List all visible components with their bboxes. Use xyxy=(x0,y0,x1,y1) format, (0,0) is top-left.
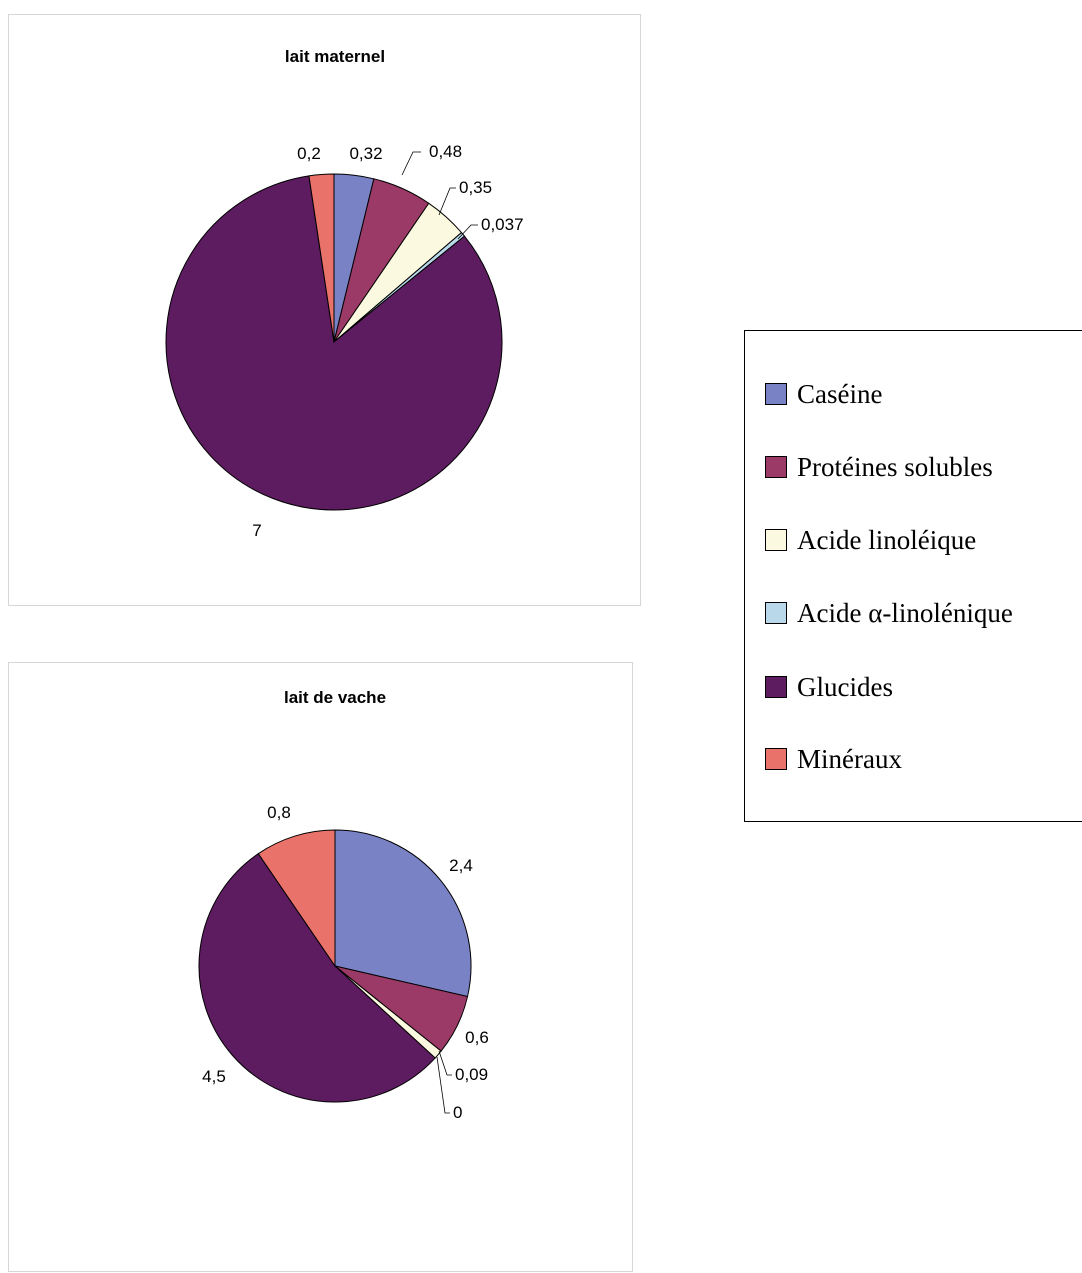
legend-item-glucides: Glucides xyxy=(765,672,893,702)
legend: Caséine Protéines solubles Acide linoléi… xyxy=(744,330,1082,822)
legend-swatch xyxy=(765,456,787,478)
leader-line xyxy=(457,224,478,240)
legend-label: Glucides xyxy=(797,671,893,702)
data-label-glucides: 7 xyxy=(252,521,261,540)
legend-item-proteines-solubles: Protéines solubles xyxy=(765,452,993,482)
pie-chart-lait-maternel: lait maternel 0,32 0,48 0,35 0,037 7 0,2 xyxy=(165,47,524,540)
legend-label: Caséine xyxy=(797,378,883,409)
legend-swatch xyxy=(765,529,787,551)
data-label-glucides: 4,5 xyxy=(202,1067,226,1086)
pie-chart-lait-de-vache: lait de vache 2,4 0,6 0,09 0 4,5 0,8 xyxy=(198,688,489,1122)
chart-lait-de-vache: lait de vache 2,4 0,6 0,09 0 4,5 0,8 xyxy=(8,662,633,1272)
data-labels: 0,32 0,48 0,35 0,037 7 0,2 xyxy=(252,142,523,540)
chart-lait-maternel: lait maternel 0,32 0,48 0,35 0,037 7 0,2 xyxy=(8,14,641,606)
pie-slice-mineraux xyxy=(308,173,335,343)
pie-slice-glucides xyxy=(198,852,436,1103)
legend-label: Protéines solubles xyxy=(797,451,993,482)
pie-slice-glucides xyxy=(165,175,503,511)
data-label-caseine: 0,32 xyxy=(349,144,382,163)
legend-swatch xyxy=(765,383,787,405)
data-label-acide-linoleique: 0,35 xyxy=(459,178,492,197)
leader-line xyxy=(438,187,456,216)
data-label-caseine: 2,4 xyxy=(449,856,473,875)
data-labels: 2,4 0,6 0,09 0 4,5 0,8 xyxy=(202,803,489,1122)
pie-slice-caseine xyxy=(334,829,472,998)
legend-swatch xyxy=(765,676,787,698)
pie-slice-mineraux xyxy=(257,829,336,968)
legend-label: Acide linoléique xyxy=(797,524,977,555)
leader-line xyxy=(436,1056,450,1114)
data-label-acide-alpha-linolenique: 0 xyxy=(453,1103,462,1122)
data-label-proteines-solubles: 0,6 xyxy=(465,1028,489,1047)
pie-slices xyxy=(165,173,503,511)
data-label-acide-alpha-linolenique: 0,037 xyxy=(481,215,524,234)
leader-line xyxy=(438,1050,452,1076)
pie-slices xyxy=(198,829,472,1103)
chart-title: lait maternel xyxy=(285,47,385,66)
leader-line xyxy=(401,151,421,176)
legend-item-acide-alpha-linolenique: Acide α-linolénique xyxy=(765,598,1013,628)
legend-swatch xyxy=(765,602,787,624)
data-label-proteines-solubles: 0,48 xyxy=(429,142,462,161)
data-label-mineraux: 0,2 xyxy=(297,144,321,163)
legend-label: Acide α-linolénique xyxy=(797,597,1013,628)
legend-item-acide-linoleique: Acide linoléique xyxy=(765,525,976,555)
legend-item-mineraux: Minéraux xyxy=(765,744,902,774)
legend-label: Minéraux xyxy=(797,743,902,774)
data-label-mineraux: 0,8 xyxy=(267,803,291,822)
data-label-acide-linoleique: 0,09 xyxy=(455,1065,488,1084)
legend-swatch xyxy=(765,748,787,770)
legend-item-caseine: Caséine xyxy=(765,379,882,409)
chart-title: lait de vache xyxy=(284,688,386,707)
